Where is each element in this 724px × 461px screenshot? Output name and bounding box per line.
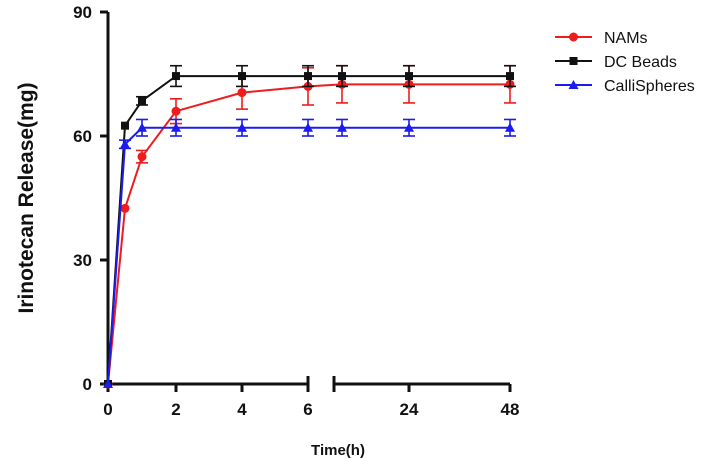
legend-item: CalliSpheres	[555, 78, 695, 95]
data-point	[237, 122, 247, 132]
data-point	[137, 122, 147, 132]
legend: NAMs DC Beads CalliSpheres	[555, 30, 695, 95]
legend-marker	[569, 32, 578, 42]
series-layer	[103, 64, 516, 389]
data-point	[506, 72, 514, 81]
data-point	[103, 379, 113, 388]
data-point	[505, 122, 515, 132]
data-point	[120, 139, 130, 149]
y-tick-label: 30	[73, 251, 92, 270]
x-tick-label: 0	[103, 400, 112, 419]
data-point	[121, 121, 129, 130]
data-point	[338, 72, 346, 81]
series-line	[107, 126, 510, 385]
legend-label: DC Beads	[604, 54, 677, 71]
x-axis-title: Time(h)	[311, 442, 365, 459]
data-point	[304, 72, 312, 81]
data-point	[172, 72, 180, 81]
data-point	[337, 122, 347, 132]
legend-item: NAMs	[555, 30, 648, 47]
y-tick-label: 0	[83, 375, 92, 394]
data-point	[171, 122, 181, 132]
data-point	[120, 203, 130, 213]
legend-label: CalliSpheres	[604, 78, 695, 95]
x-tick-label: 48	[501, 400, 520, 419]
legend-item: DC Beads	[555, 54, 677, 71]
x-tick-label: 6	[303, 400, 312, 419]
x-tick-label: 4	[237, 400, 247, 419]
y-tick-label: 90	[73, 3, 92, 22]
data-point	[303, 122, 313, 132]
x-tick-label: 2	[171, 400, 180, 419]
legend-marker	[569, 57, 578, 65]
data-point	[138, 96, 146, 105]
series-dc-beads	[104, 64, 516, 388]
series-callispheres	[103, 118, 516, 388]
y-axis-title: Irinotecan Release(mg)	[15, 82, 38, 313]
data-point	[238, 72, 246, 81]
data-point	[171, 106, 181, 116]
data-point	[137, 152, 147, 162]
y-tick-label: 60	[73, 127, 92, 146]
data-point	[237, 88, 247, 98]
data-point	[405, 72, 413, 81]
x-tick-label: 24	[400, 400, 419, 419]
series-nams	[103, 64, 516, 389]
legend-marker	[568, 80, 579, 89]
data-point	[404, 122, 414, 132]
legend-label: NAMs	[604, 30, 648, 47]
